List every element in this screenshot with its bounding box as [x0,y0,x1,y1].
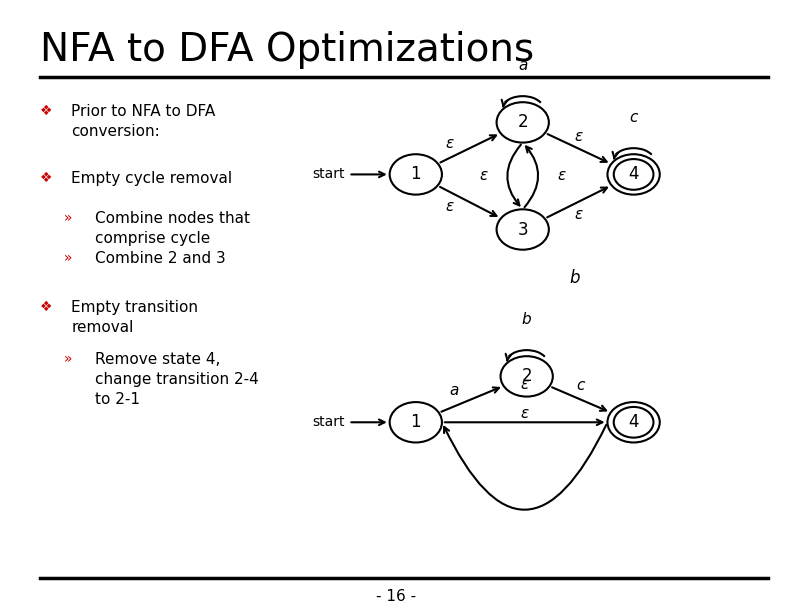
Text: ❖: ❖ [40,300,52,314]
Text: b: b [569,269,580,288]
Text: Combine 2 and 3: Combine 2 and 3 [95,251,226,266]
Text: b: b [522,312,531,327]
Text: a: a [518,58,527,73]
Text: »: » [63,211,72,225]
Text: Combine nodes that
comprise cycle: Combine nodes that comprise cycle [95,211,250,246]
Circle shape [607,154,660,195]
Text: »: » [63,352,72,366]
Text: Remove state 4,
change transition 2-4
to 2-1: Remove state 4, change transition 2-4 to… [95,352,259,406]
Text: Empty cycle removal: Empty cycle removal [71,171,232,187]
Text: ❖: ❖ [40,104,52,118]
Text: start: start [312,168,345,181]
Text: ε: ε [574,207,582,222]
Text: ε: ε [574,129,582,144]
Circle shape [390,402,442,442]
Text: 2: 2 [517,113,528,132]
Text: NFA to DFA Optimizations: NFA to DFA Optimizations [40,31,534,69]
Text: start: start [312,416,345,429]
Circle shape [390,154,442,195]
Circle shape [607,402,660,442]
Text: 4: 4 [628,413,639,431]
Text: ε: ε [479,168,488,184]
Text: 2: 2 [521,367,532,386]
Circle shape [501,356,553,397]
Circle shape [497,209,549,250]
Text: ε: ε [520,406,529,420]
Text: Prior to NFA to DFA
conversion:: Prior to NFA to DFA conversion: [71,104,215,139]
Text: a: a [449,382,459,398]
Text: 3: 3 [517,220,528,239]
Text: 4: 4 [628,165,639,184]
Text: Empty transition
removal: Empty transition removal [71,300,198,335]
Text: ε: ε [520,377,529,392]
Text: ε: ε [558,168,566,184]
Text: ε: ε [445,136,454,151]
Text: ❖: ❖ [40,171,52,185]
Text: c: c [576,378,584,394]
Text: 1: 1 [410,165,421,184]
Circle shape [497,102,549,143]
Text: c: c [630,110,638,125]
Text: 1: 1 [410,413,421,431]
Text: »: » [63,251,72,265]
Text: ε: ε [445,200,454,214]
Text: - 16 -: - 16 - [376,589,416,604]
